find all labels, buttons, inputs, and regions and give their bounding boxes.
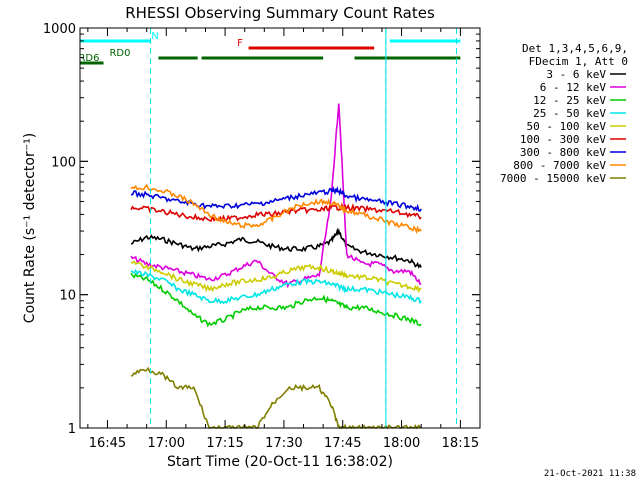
x-tick-label: 18:15 [442,436,479,451]
x-tick-label: 17:30 [265,436,302,451]
x-tick-label: 17:15 [206,436,243,451]
legend-label: 7000 - 15000 keV [500,172,606,185]
series-line [130,268,422,305]
legend-label: 25 - 50 keV [533,107,606,120]
flag-bar-label: RD0 [109,48,130,59]
legend-header: FDecim 1, Att 0 [529,55,628,68]
legend-header: Det 1,3,4,5,6,9, [522,42,628,55]
timestamp: 21-Oct-2021 11:38 [544,469,636,479]
y-tick-label: 10 [59,289,76,304]
x-tick-label: 17:00 [148,436,185,451]
y-tick-label: 1 [68,422,76,437]
legend-label: 800 - 7000 keV [513,159,606,172]
y-axis-label: Count Rate (s⁻¹ detector⁻¹) [22,133,38,323]
legend-label: 300 - 800 keV [520,146,606,159]
series-line [130,366,422,430]
chart-title: RHESSI Observing Summary Count Rates [125,4,435,22]
legend-label: 3 - 6 keV [546,68,606,81]
plot-frame [79,27,481,429]
legend-label: 6 - 12 keV [540,81,607,94]
series-line [130,272,422,328]
flag-bar-label: N [151,31,158,42]
series-line [130,103,422,289]
legend-label: 100 - 300 keV [520,133,606,146]
series-line [130,185,422,213]
series-line [130,260,422,294]
series-line [130,183,422,235]
flag-bar-label: F [237,38,243,49]
x-tick-label: 17:45 [324,436,361,451]
y-tick-label: 1000 [43,22,76,37]
legend-label: 12 - 25 keV [533,94,606,107]
flag-bar-label: RD6 [78,53,99,64]
x-tick-label: 18:00 [383,436,420,451]
legend-label: 50 - 100 keV [527,120,607,133]
series-line [130,202,422,223]
series-line [130,227,422,269]
y-tick-label: 100 [51,155,76,170]
x-tick-label: 16:45 [89,436,126,451]
x-axis-label: Start Time (20-Oct-11 16:38:02) [167,454,393,470]
